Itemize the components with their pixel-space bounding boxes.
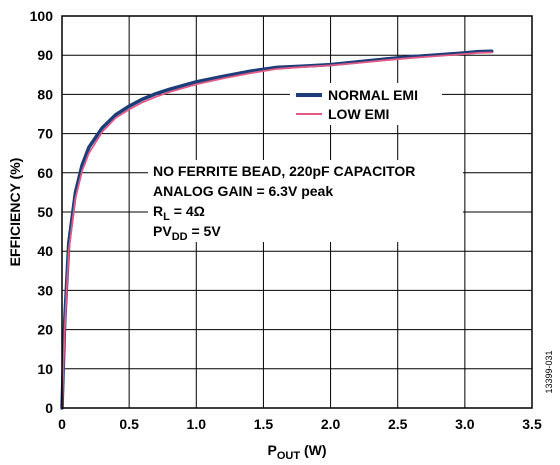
series-line-normal-emi <box>60 49 494 410</box>
x-tick-label: 1.0 <box>187 416 207 432</box>
y-axis-title: EFFICIENCY (%) <box>7 158 23 267</box>
x-tick-label: 0 <box>58 416 66 432</box>
x-axis-title: POUT (W) <box>267 442 326 462</box>
annotation-background <box>148 160 463 242</box>
annotation-line-4-sub: DD <box>172 231 188 243</box>
x-tick-label: 1.5 <box>254 416 274 432</box>
y-tick-label: 70 <box>37 126 53 142</box>
legend-label-normal-emi: NORMAL EMI <box>328 87 418 103</box>
y-tick-label: 80 <box>37 86 53 102</box>
annotation-line-3-rest: = 4Ω <box>170 203 205 219</box>
series-line-low-emi <box>61 51 493 409</box>
x-tick-label: 3.0 <box>455 416 475 432</box>
y-tick-label: 100 <box>30 8 54 24</box>
y-tick-label: 90 <box>37 47 53 63</box>
legend-label-low-emi: LOW EMI <box>328 106 389 122</box>
plot-frame <box>61 15 533 409</box>
y-tick-label: 0 <box>45 400 53 416</box>
annotation-line-4-rest: = 5V <box>188 223 222 239</box>
x-tick-label: 2.5 <box>388 416 408 432</box>
y-tick-label: 50 <box>37 204 53 220</box>
annotation-line-3-main: R <box>153 203 163 219</box>
x-axis-title-main: P <box>267 442 276 458</box>
chart-series <box>60 49 494 410</box>
annotation-block: NO FERRITE BEAD, 220pF CAPACITOR ANALOG … <box>148 160 463 243</box>
y-tick-label: 10 <box>37 361 53 377</box>
chart-ticks: 0 0.5 1.0 1.5 2.0 2.5 3.0 3.5 0 10 20 30 40 50 60 70 80 9… <box>30 8 542 432</box>
x-axis-title-unit: (W) <box>300 442 326 458</box>
x-tick-label: 2.0 <box>321 416 341 432</box>
annotation-line-4: PVDD = 5V <box>153 223 221 243</box>
annotation-line-1: NO FERRITE BEAD, 220pF CAPACITOR <box>153 163 415 179</box>
y-tick-label: 30 <box>37 282 53 298</box>
legend-background <box>290 83 442 125</box>
annotation-line-4-main: PV <box>153 223 172 239</box>
annotation-line-3-sub: L <box>163 211 170 223</box>
x-axis-title-sub: OUT <box>277 450 301 462</box>
y-tick-label: 20 <box>37 322 53 338</box>
figure-id: 13399-031 <box>544 350 554 393</box>
annotation-line-2: ANALOG GAIN = 6.3V peak <box>153 183 333 199</box>
annotation-line-3: RL = 4Ω <box>153 203 205 223</box>
y-tick-label: 60 <box>37 165 53 181</box>
x-tick-label: 3.5 <box>522 416 542 432</box>
x-tick-label: 0.5 <box>119 416 139 432</box>
legend: NORMAL EMI LOW EMI <box>290 83 442 125</box>
y-tick-label: 40 <box>37 243 53 259</box>
